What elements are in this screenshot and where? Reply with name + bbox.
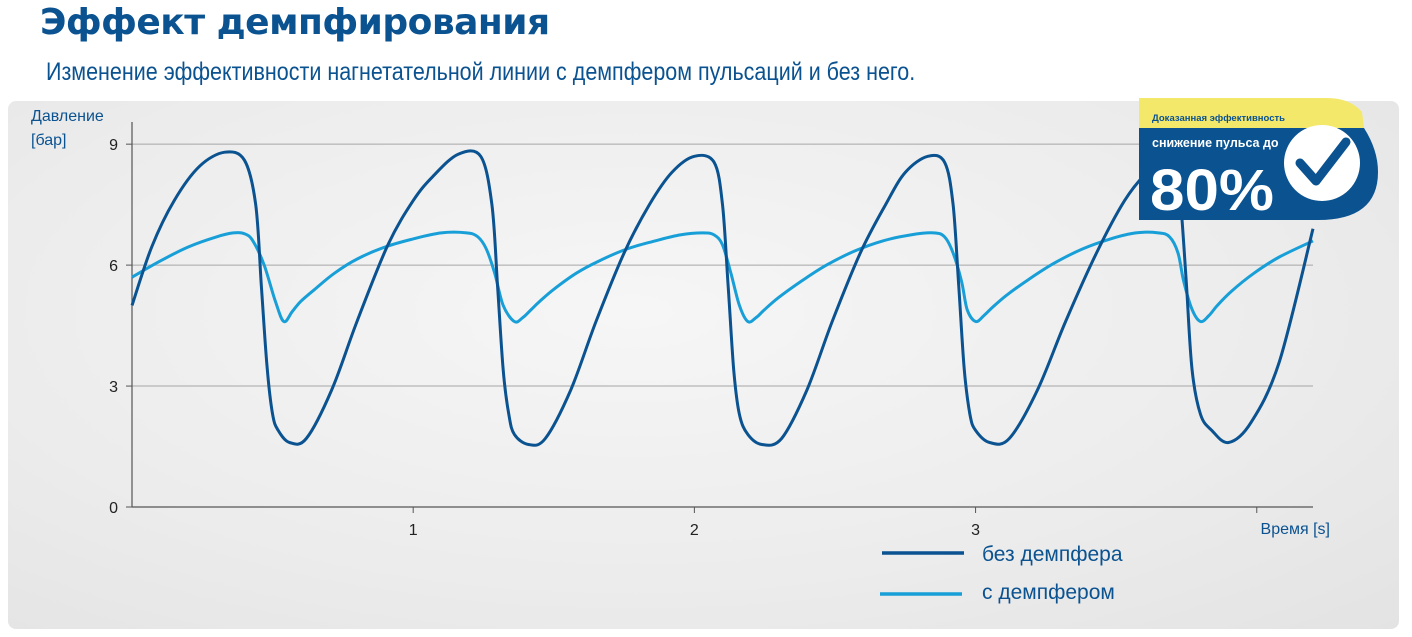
legend-label-with-damper: с демпфером (982, 581, 1115, 604)
chart-series (130, 149, 1315, 447)
legend: без демпфера с демпфером (880, 543, 1123, 604)
y-tick-label-0: 0 (109, 500, 118, 517)
legend-label-without-damper: без демпфера (982, 543, 1123, 566)
efficiency-badge: Доказанная эффективность снижение пульса… (1139, 98, 1378, 223)
page-title: Эффект демпфирования (40, 2, 550, 43)
y-tick-label-9: 9 (109, 137, 118, 154)
series-line-with-damper (131, 230, 1314, 324)
x-tick-label-3: 3 (971, 522, 980, 539)
check-icon (1284, 125, 1360, 201)
page-subtitle: Изменение эффективности нагнетательной л… (46, 58, 916, 86)
x-tick-label-2: 2 (690, 522, 699, 539)
badge-top-label: Доказанная эффективность (1152, 113, 1285, 124)
x-axis-label: Время [s] (1261, 521, 1330, 538)
x-tick-label-1: 1 (409, 522, 418, 539)
y-axis-label-line2: [бар] (31, 132, 66, 149)
badge-line1: снижение пульса до (1152, 136, 1279, 150)
y-tick-label-3: 3 (109, 379, 118, 396)
series-line-without-damper (130, 149, 1315, 447)
grid-lines (132, 143, 1313, 387)
badge-yellow-tab (1139, 98, 1364, 128)
y-tick-label-6: 6 (109, 258, 118, 275)
badge-value: 80% (1150, 158, 1274, 223)
chart-axes (131, 122, 1313, 508)
y-axis-label-line1: Давление (31, 108, 104, 125)
